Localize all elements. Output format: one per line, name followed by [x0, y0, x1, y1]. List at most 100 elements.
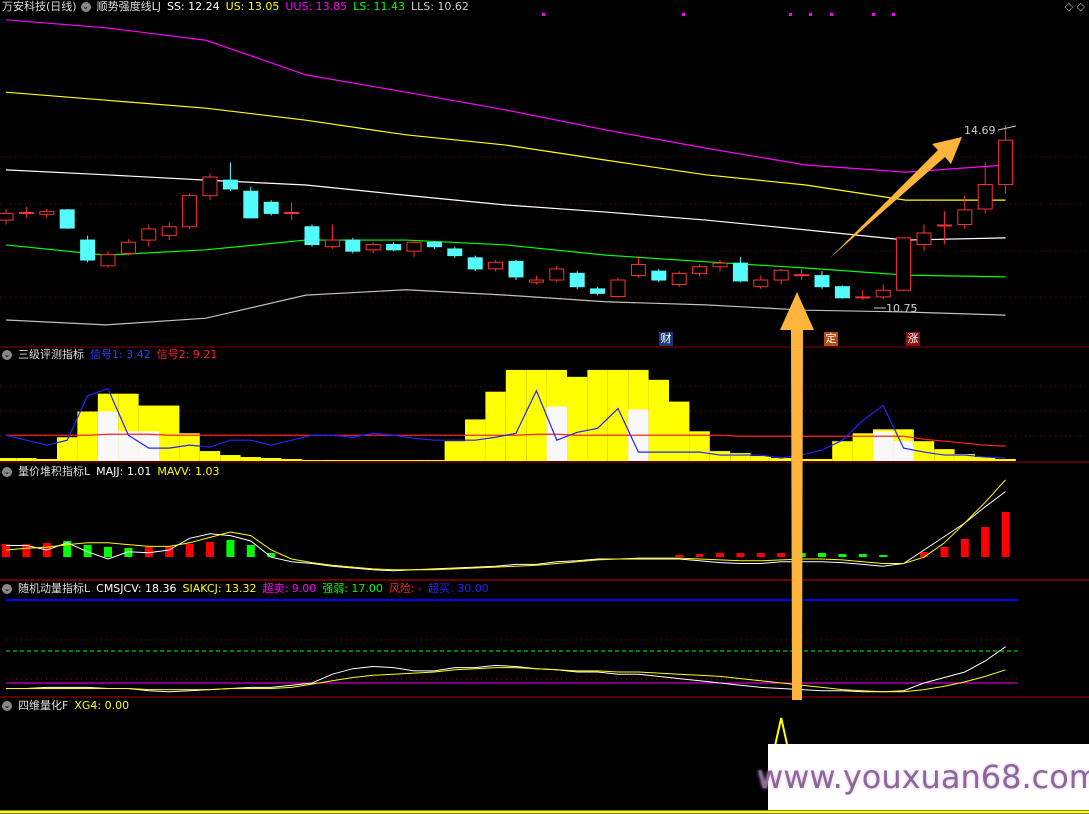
chevron-down-icon[interactable]: ⌄	[80, 2, 91, 12]
main-header: 万安科技(日线) ⌄ 顺势强度线LJ SS: 12.24 US: 13.05 UUS: 1…	[2, 0, 475, 14]
xg4-value: XG4: 0.00	[74, 699, 130, 712]
oversold-value: 超卖: 9.00	[262, 582, 317, 595]
volume-bar-green	[226, 540, 235, 557]
cmsjcv-line	[6, 646, 1006, 693]
signal-dot	[830, 13, 833, 16]
chevron-down-icon[interactable]: ⌄	[2, 350, 12, 360]
white-bar	[97, 411, 119, 461]
panel2-title[interactable]: 三级评测指标	[18, 348, 84, 361]
diamond-icon[interactable]: ◇	[1076, 0, 1085, 13]
mavv-line	[5, 479, 1006, 571]
yellow-bar	[261, 458, 282, 461]
volume-bar-red	[206, 542, 214, 557]
candle-up	[671, 272, 687, 285]
white-bar	[138, 431, 159, 461]
candle-up	[712, 262, 728, 268]
candle-down	[834, 286, 850, 299]
volume-bar-green	[83, 545, 92, 557]
lls-value: LLS: 10.62	[410, 0, 469, 13]
candle-up	[202, 176, 218, 197]
overbought-value: 超买: 30.00	[428, 582, 489, 595]
yellow-bar	[750, 456, 771, 461]
volume-bar-red	[675, 555, 684, 557]
low-price-label: 10.75	[886, 302, 918, 315]
diagonal-arrow-annotation	[830, 137, 962, 258]
volume-bar-red	[185, 544, 194, 557]
volume-bar-red	[2, 544, 10, 557]
yellow-bar	[954, 454, 975, 461]
volume-bar-red	[716, 553, 724, 557]
yellow-bar	[526, 369, 547, 461]
volume-bar-green	[246, 545, 255, 557]
yellow-bar	[199, 451, 221, 461]
candle-down	[304, 226, 320, 246]
candle-up	[773, 269, 789, 281]
ls-value: LS: 11.43	[353, 0, 405, 13]
chevron-down-icon[interactable]: ⌄	[2, 584, 12, 594]
signal-dot	[682, 13, 685, 16]
diamond-icon[interactable]: ◇	[1064, 0, 1074, 13]
yellow-bar	[220, 455, 241, 461]
siakcj-line	[6, 667, 1006, 693]
volume-bar-red	[777, 553, 786, 557]
chevron-down-icon[interactable]: ⌄	[2, 701, 12, 711]
volume-bar-green	[879, 555, 888, 557]
yellow-bar	[771, 458, 792, 461]
band-line-us	[5, 91, 1006, 201]
candle-up	[610, 279, 626, 297]
panel4-title[interactable]: 随机动量指标L	[18, 582, 91, 595]
signal-dot	[789, 13, 792, 16]
candle-up	[365, 244, 381, 251]
panel5-title[interactable]: 四维量化F	[18, 699, 69, 712]
white-bar	[893, 441, 914, 461]
indicator-name[interactable]: 顺势强度线LJ	[96, 0, 161, 13]
panel3-title[interactable]: 量价堆积指标L	[18, 465, 91, 478]
candle-down	[732, 262, 748, 282]
candle-up	[936, 224, 952, 227]
signal-dot	[892, 13, 895, 16]
candle-up	[896, 237, 912, 291]
yellow-bar	[709, 451, 731, 461]
signal-dot	[872, 13, 875, 16]
band-line-ss	[5, 169, 1006, 241]
signal-dot	[542, 13, 545, 16]
signal-dot	[809, 13, 812, 16]
high-price-label: 14.69	[964, 124, 996, 137]
yellow-bar	[995, 459, 1016, 461]
risk-value: 风险: -	[388, 582, 423, 595]
candle-up	[324, 239, 340, 248]
high-label-pointer	[997, 125, 1017, 131]
candle-up	[39, 211, 55, 215]
window-controls: ◇ ◇	[1065, 0, 1085, 13]
yellow-bar	[913, 441, 935, 461]
signal2-value: 信号2: 9.21	[156, 348, 218, 361]
marker-zhang[interactable]: 涨	[906, 332, 920, 346]
up-arrow-annotation	[780, 292, 814, 700]
yellow-bar	[159, 405, 180, 461]
volume-bar-green	[104, 547, 112, 557]
marker-cai[interactable]: 财	[659, 332, 673, 346]
candle-down	[814, 275, 830, 288]
band-line-ls	[5, 239, 1006, 278]
volume-bar-red	[144, 547, 153, 557]
chevron-down-icon[interactable]: ⌄	[2, 467, 12, 477]
yellow-bar	[36, 459, 57, 461]
volume-bar-red	[1001, 512, 1010, 557]
yellow-bar	[852, 433, 873, 461]
candle-up	[549, 268, 565, 281]
candle-up	[753, 279, 769, 288]
candle-up	[998, 139, 1014, 186]
us-value: US: 13.05	[225, 0, 280, 13]
siakcj-value: SIAKCJ: 13.32	[182, 582, 257, 595]
candle-up	[488, 261, 504, 270]
candle-up	[284, 212, 300, 215]
stock-title: 万安科技(日线)	[2, 0, 77, 13]
volume-bar-red	[22, 544, 31, 557]
white-bar	[873, 431, 894, 461]
candle-up	[692, 266, 708, 274]
marker-ding[interactable]: 定	[824, 332, 838, 346]
candle-up	[406, 241, 422, 252]
panel3-header: ⌄ 量价堆积指标L MAJJ: 1.01 MAVV: 1.03	[2, 465, 226, 479]
volume-bar-red	[960, 539, 969, 557]
